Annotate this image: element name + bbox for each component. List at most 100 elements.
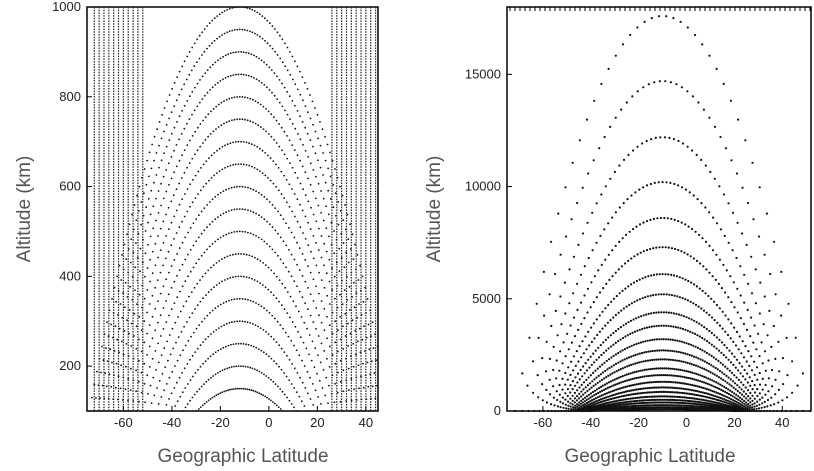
field-line-point bbox=[601, 389, 604, 392]
field-line-point bbox=[215, 284, 218, 286]
field-line-point bbox=[219, 214, 222, 217]
field-line-point bbox=[357, 279, 360, 281]
field-line-point bbox=[651, 401, 654, 404]
field-line-point bbox=[196, 149, 199, 152]
field-line-point bbox=[599, 401, 602, 404]
field-line-point bbox=[212, 264, 215, 266]
field-line-point bbox=[191, 46, 194, 49]
field-line-point bbox=[228, 366, 231, 369]
field-line-point bbox=[236, 230, 239, 233]
field-line-point bbox=[693, 397, 696, 400]
field-line-point bbox=[587, 393, 591, 396]
field-line-point bbox=[135, 390, 138, 393]
field-line-point bbox=[212, 353, 215, 356]
field-line-point bbox=[577, 404, 581, 407]
field-line-point bbox=[273, 138, 275, 141]
field-line-point bbox=[636, 253, 639, 256]
field-line-point bbox=[268, 66, 271, 69]
field-line-point bbox=[226, 367, 229, 370]
field-line-point bbox=[246, 388, 249, 391]
field-line-point bbox=[230, 366, 233, 368]
field-line-point bbox=[235, 73, 237, 76]
field-line-point bbox=[680, 387, 683, 390]
field-line-point bbox=[595, 392, 598, 396]
field-line-point bbox=[642, 314, 645, 317]
field-line-point bbox=[601, 397, 604, 400]
field-line-point bbox=[287, 270, 290, 273]
field-line-point bbox=[628, 400, 631, 403]
field-line-point bbox=[241, 320, 244, 323]
field-line-point bbox=[684, 278, 687, 281]
field-line-point bbox=[297, 330, 299, 333]
field-line-point bbox=[324, 394, 327, 397]
field-line-point bbox=[657, 15, 661, 18]
field-line-point bbox=[143, 320, 146, 323]
field-line-point bbox=[326, 143, 329, 146]
field-line-point bbox=[183, 215, 186, 218]
field-line-point bbox=[755, 366, 759, 369]
field-line-point bbox=[352, 365, 355, 368]
field-line-point bbox=[234, 275, 237, 278]
field-line-point bbox=[162, 220, 165, 223]
field-line-point bbox=[676, 401, 679, 404]
field-line-point bbox=[584, 335, 587, 338]
field-line-point bbox=[219, 80, 222, 82]
field-line-point bbox=[581, 404, 585, 407]
field-line-point bbox=[175, 209, 178, 212]
field-line bbox=[148, 275, 332, 412]
field-line-point bbox=[188, 73, 191, 76]
field-line-point bbox=[701, 336, 704, 340]
field-line-point bbox=[721, 327, 724, 330]
field-line-point bbox=[591, 390, 595, 394]
field-line-point bbox=[641, 327, 644, 331]
field-line-point bbox=[631, 405, 634, 408]
field-line-point bbox=[154, 242, 157, 245]
field-line-point bbox=[322, 197, 325, 200]
field-line-point bbox=[124, 388, 127, 391]
field-line-point bbox=[561, 396, 565, 399]
field-line-point bbox=[737, 369, 740, 372]
field-line-point bbox=[291, 100, 294, 102]
field-line-point bbox=[753, 408, 756, 411]
field-line-point bbox=[301, 209, 304, 212]
field-line-point bbox=[305, 347, 308, 350]
field-line-point bbox=[344, 312, 347, 315]
field-line-point bbox=[644, 395, 647, 399]
field-line-point bbox=[315, 307, 318, 309]
field-line-point bbox=[149, 366, 151, 368]
field-line-point bbox=[217, 193, 219, 196]
field-line-point bbox=[679, 401, 683, 404]
field-line-point bbox=[648, 326, 651, 329]
field-line-point bbox=[214, 196, 217, 198]
field-line-point bbox=[317, 396, 320, 398]
field-line-point bbox=[223, 122, 225, 125]
field-line-point bbox=[317, 159, 319, 162]
field-line-point bbox=[212, 63, 214, 66]
field-line-point bbox=[581, 340, 584, 343]
field-line-point bbox=[693, 283, 696, 286]
field-line-point bbox=[662, 349, 665, 352]
field-line-point bbox=[180, 330, 183, 333]
field-line-point bbox=[164, 366, 167, 368]
field-line-point bbox=[593, 378, 596, 381]
field-line-point bbox=[755, 409, 758, 413]
field-line-point bbox=[712, 365, 715, 368]
field-line-point bbox=[367, 385, 370, 388]
field-line-point bbox=[615, 406, 618, 409]
field-line-point bbox=[228, 232, 230, 235]
field-line bbox=[562, 349, 763, 413]
field-line-point bbox=[564, 403, 567, 406]
field-line-point bbox=[214, 373, 217, 376]
field-line-point bbox=[258, 80, 260, 82]
field-line-point bbox=[698, 233, 701, 236]
field-line-point bbox=[782, 383, 785, 386]
field-line-point bbox=[758, 398, 761, 401]
field-line-point bbox=[601, 400, 604, 403]
field-line-point bbox=[151, 357, 154, 360]
field-line-point bbox=[600, 394, 603, 397]
field-line-point bbox=[252, 188, 255, 191]
field-line-point bbox=[699, 394, 702, 397]
field-line-point bbox=[652, 247, 655, 250]
field-line-point bbox=[722, 353, 725, 357]
field-line-point bbox=[173, 238, 175, 240]
